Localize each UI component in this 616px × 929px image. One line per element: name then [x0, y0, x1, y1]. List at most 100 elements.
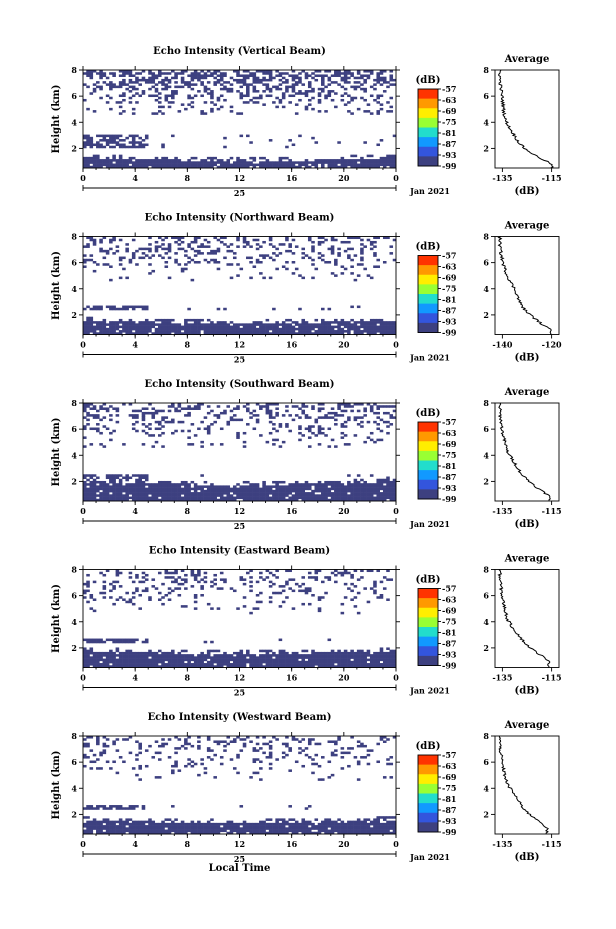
- heatmap-cell: [200, 243, 204, 246]
- heatmap-cell: [366, 436, 371, 439]
- heatmap-cell: [334, 487, 338, 491]
- heatmap-cell: [252, 414, 257, 417]
- heatmap-cell: [83, 159, 87, 162]
- heatmap-cell: [83, 654, 87, 657]
- heatmap-cell: [265, 569, 270, 573]
- heatmap-cell: [373, 411, 377, 415]
- heatmap-cell: [154, 83, 159, 86]
- heatmap-cell: [135, 492, 139, 495]
- heatmap-cell: [105, 323, 110, 326]
- heatmap-cell: [311, 656, 315, 659]
- heatmap-cell: [184, 831, 188, 835]
- colorbar-segment: [418, 274, 438, 285]
- heatmap-cell: [135, 429, 139, 433]
- heatmap-cell: [291, 74, 296, 77]
- heatmap-cell: [105, 252, 110, 255]
- heatmap-cell: [109, 431, 113, 435]
- heatmap-cell: [356, 70, 361, 73]
- heatmap-cell: [141, 418, 146, 422]
- heatmap-cell: [115, 498, 120, 502]
- heatmap-cell: [154, 161, 159, 164]
- heatmap-cell: [144, 587, 149, 590]
- heatmap-cell: [236, 663, 240, 666]
- heatmap-cell: [138, 332, 142, 335]
- heatmap-cell: [366, 494, 371, 497]
- heatmap-cell: [131, 654, 136, 657]
- heatmap-cell: [386, 321, 390, 324]
- heatmap-cell: [363, 245, 367, 248]
- heatmap-cell: [301, 247, 306, 251]
- heatmap-cell: [144, 165, 149, 169]
- heatmap-cell: [307, 416, 312, 419]
- heatmap-cell: [324, 110, 328, 113]
- x-tick-label: 0: [393, 673, 399, 683]
- heatmap-cell: [180, 85, 185, 89]
- heatmap-cell: [144, 825, 149, 828]
- heatmap-cell: [203, 498, 208, 502]
- heatmap-cell: [157, 494, 162, 497]
- heatmap-cell: [337, 483, 341, 486]
- heatmap-cell: [369, 165, 374, 169]
- heatmap-cell: [347, 487, 351, 491]
- heatmap-cell: [334, 498, 338, 502]
- heatmap-cell: [177, 822, 182, 826]
- panel-title: Echo Intensity (Eastward Beam): [149, 546, 330, 557]
- heatmap-cell: [363, 159, 367, 162]
- heatmap-cell: [376, 654, 380, 657]
- heatmap-cell: [353, 332, 358, 335]
- heatmap-cell: [86, 827, 90, 830]
- heatmap-cell: [164, 321, 169, 324]
- heatmap-cell: [236, 74, 240, 77]
- heatmap-cell: [376, 423, 380, 426]
- heatmap-cell: [321, 318, 325, 322]
- heatmap-cell: [138, 163, 142, 167]
- heatmap-cell: [324, 161, 328, 164]
- heatmap-cell: [122, 81, 126, 84]
- heatmap-cell: [259, 321, 263, 324]
- heatmap-cell: [252, 498, 257, 502]
- heatmap-cell: [131, 596, 136, 599]
- colorbar-label: -87: [442, 306, 456, 316]
- heatmap-cell: [353, 76, 358, 80]
- heatmap-cell: [268, 76, 273, 80]
- heatmap-cell: [301, 409, 306, 413]
- heatmap-cell: [210, 640, 214, 644]
- heatmap-cell: [311, 161, 315, 164]
- heatmap-cell: [392, 489, 397, 493]
- heatmap-cell: [334, 480, 338, 484]
- heatmap-cell: [373, 245, 377, 248]
- heatmap-cell: [376, 318, 380, 322]
- heatmap-cell: [392, 156, 397, 160]
- heatmap-cell: [109, 820, 113, 824]
- heatmap-cell: [105, 654, 110, 657]
- heatmap-cell: [115, 159, 120, 162]
- heatmap-cell: [259, 156, 263, 160]
- heatmap-cell: [154, 409, 159, 413]
- heatmap-cell: [275, 480, 279, 484]
- heatmap-cell: [213, 573, 217, 577]
- heatmap-cell: [373, 159, 377, 162]
- heatmap-cell: [128, 818, 133, 821]
- heatmap-cell: [350, 576, 354, 579]
- heatmap-cell: [115, 407, 120, 410]
- heatmap-cell: [92, 658, 97, 662]
- heatmap-cell: [307, 165, 312, 169]
- heatmap-cell: [219, 656, 224, 659]
- heatmap-cell: [379, 78, 384, 82]
- heatmap-cell: [102, 321, 107, 324]
- heatmap-cell: [86, 736, 90, 739]
- heatmap-cell: [268, 87, 273, 91]
- heatmap-cell: [353, 434, 358, 437]
- heatmap-cell: [304, 323, 309, 326]
- heatmap-cell: [249, 656, 253, 659]
- heatmap-cell: [174, 165, 178, 169]
- heatmap-cell: [193, 325, 198, 329]
- heatmap-cell: [356, 76, 361, 80]
- heatmap-cell: [83, 165, 87, 169]
- heatmap-cell: [321, 327, 325, 331]
- heatmap-cell: [366, 654, 371, 657]
- heatmap-cell: [109, 825, 113, 828]
- heatmap-cell: [347, 81, 351, 84]
- heatmap-cell: [99, 665, 103, 668]
- heatmap-cell: [122, 656, 126, 659]
